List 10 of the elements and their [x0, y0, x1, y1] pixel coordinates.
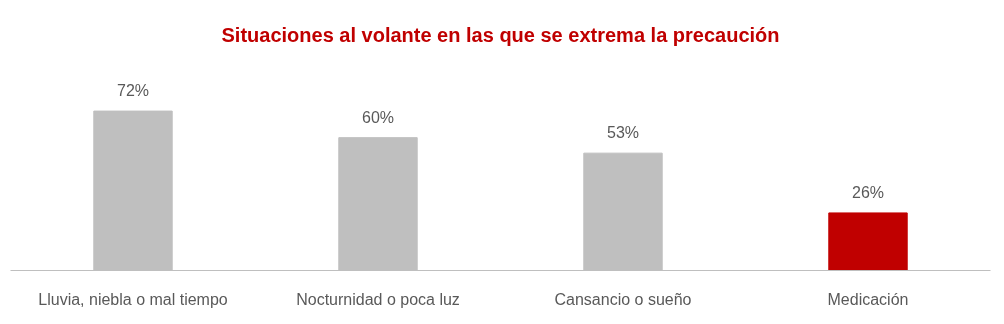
data-label: 26% [851, 183, 885, 201]
data-label: 60% [361, 108, 395, 126]
data-label: 53% [606, 124, 640, 142]
chart-title: Situaciones al volante en las que se extrema la precaución [221, 23, 780, 46]
bar [828, 212, 908, 271]
x-tick-label: Lluvia, niebla o mal tiempo [38, 290, 228, 308]
x-tick-label: Medicación [827, 290, 909, 308]
x-tick-label: Cansancio o sueño [554, 290, 692, 308]
data-label: 72% [116, 82, 150, 100]
x-tick-label: Nocturnidad o poca luz [296, 290, 460, 308]
